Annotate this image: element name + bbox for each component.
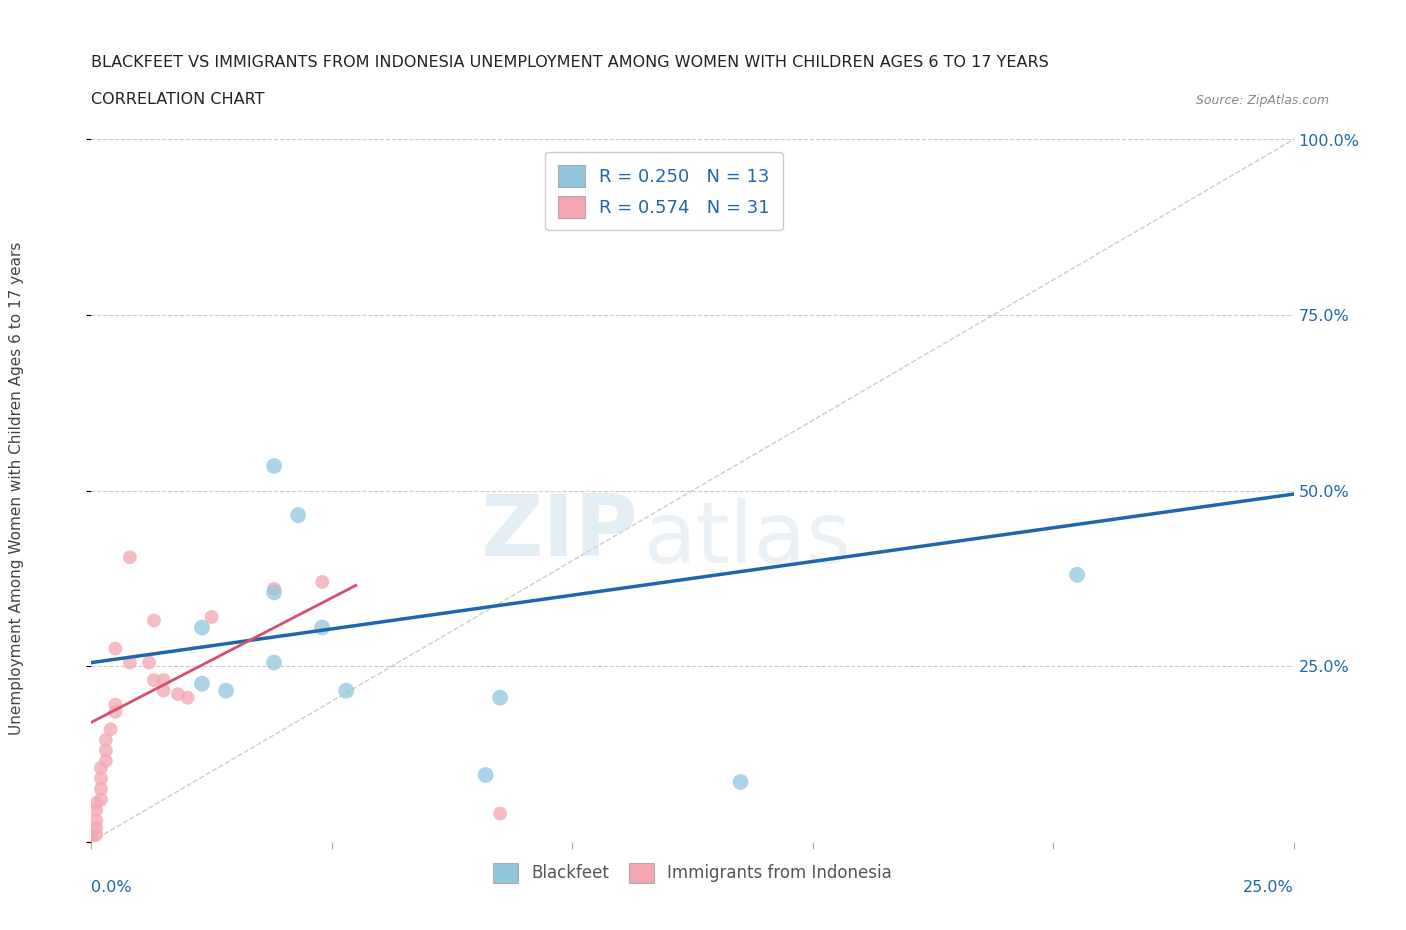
Point [551, 164, 574, 179]
Point [90, 761, 112, 776]
Point [94, 743, 117, 758]
Point [94, 733, 117, 748]
Text: atlas: atlas [644, 498, 852, 581]
Point [84, 803, 107, 817]
Point [142, 613, 165, 628]
Point [474, 767, 496, 782]
Point [263, 655, 285, 670]
Point [191, 620, 214, 635]
Point [84, 827, 107, 842]
Text: Unemployment Among Women with Children Ages 6 to 17 years: Unemployment Among Women with Children A… [10, 242, 24, 735]
Legend: Blackfeet, Immigrants from Indonesia: Blackfeet, Immigrants from Indonesia [482, 853, 903, 893]
Point [176, 690, 198, 705]
Text: CORRELATION CHART: CORRELATION CHART [91, 92, 264, 107]
Point [94, 753, 117, 768]
Point [263, 581, 285, 596]
Point [263, 585, 285, 600]
Point [152, 672, 174, 687]
Point [84, 813, 107, 828]
Point [80, 830, 103, 845]
Point [287, 508, 309, 523]
Point [118, 655, 141, 670]
Point [80, 827, 103, 842]
Point [335, 684, 357, 698]
Point [104, 698, 127, 712]
Point [100, 722, 122, 737]
Point [191, 676, 214, 691]
Point [90, 771, 112, 786]
Point [138, 655, 160, 670]
Text: Source: ZipAtlas.com: Source: ZipAtlas.com [1195, 94, 1329, 107]
Text: 0.0%: 0.0% [91, 881, 132, 896]
Point [167, 686, 190, 701]
Text: BLACKFEET VS IMMIGRANTS FROM INDONESIA UNEMPLOYMENT AMONG WOMEN WITH CHILDREN AG: BLACKFEET VS IMMIGRANTS FROM INDONESIA U… [91, 55, 1049, 70]
Point [201, 609, 224, 624]
Point [489, 690, 512, 705]
Point [152, 684, 174, 698]
Point [90, 781, 112, 796]
Point [1066, 567, 1088, 582]
Text: 25.0%: 25.0% [1243, 881, 1294, 896]
Point [84, 795, 107, 810]
Point [84, 820, 107, 835]
Point [142, 672, 165, 687]
Point [104, 641, 127, 656]
Point [90, 792, 112, 807]
Text: ZIP: ZIP [481, 491, 638, 574]
Point [263, 458, 285, 473]
Point [215, 684, 238, 698]
Point [104, 704, 127, 719]
Point [730, 775, 752, 790]
Point [489, 806, 512, 821]
Point [311, 620, 333, 635]
Point [311, 575, 333, 590]
Point [118, 550, 141, 565]
